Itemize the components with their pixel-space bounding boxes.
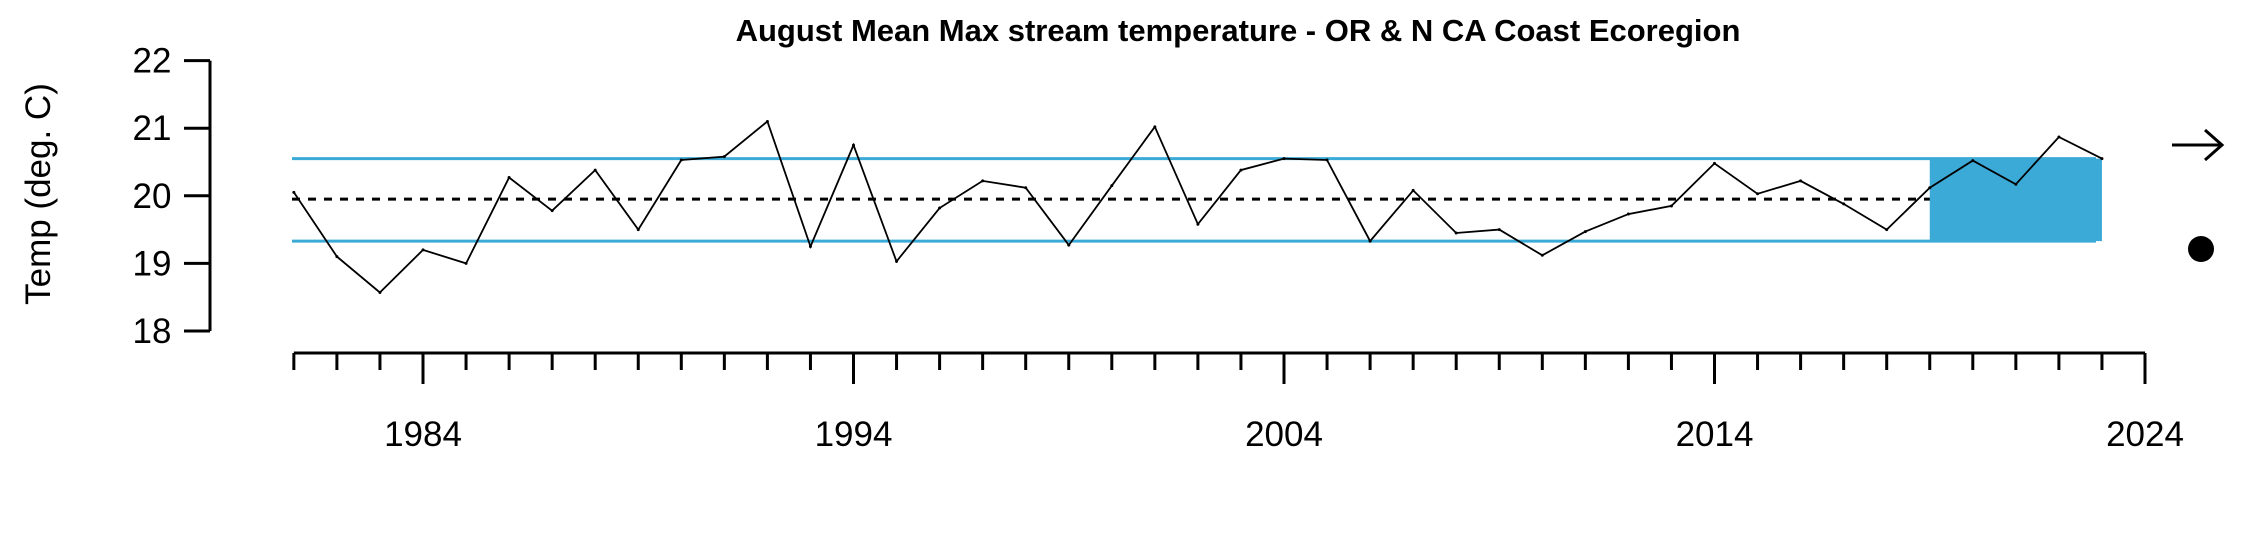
right-arrow-icon (2172, 128, 2225, 162)
data-point (1971, 159, 1975, 163)
data-point (464, 261, 468, 265)
data-point (1110, 184, 1114, 188)
y-tick-label: 18 (133, 312, 172, 351)
trend-indicators (2172, 128, 2225, 262)
data-point (2014, 182, 2018, 186)
data-point (1842, 202, 1846, 206)
data-point (852, 143, 855, 147)
data-point (2100, 157, 2104, 161)
data-point (1067, 243, 1071, 247)
data-point (1928, 186, 1932, 190)
data-point (1454, 231, 1458, 235)
chart-title: August Mean Max stream temperature - OR … (736, 13, 1741, 48)
data-point (981, 179, 985, 183)
data-point (1024, 186, 1028, 190)
data-point (1669, 204, 1673, 208)
data-point (1282, 157, 1286, 161)
data-point (1325, 158, 1329, 162)
data-point (1799, 179, 1803, 183)
data-point (679, 158, 683, 162)
data-point (2057, 135, 2061, 139)
data-point (636, 228, 640, 232)
data-point (1885, 228, 1889, 232)
data-point (1239, 168, 1243, 172)
data-point (1497, 228, 1501, 232)
y-axis-label: Temp (deg. C) (19, 83, 58, 305)
data-point (421, 248, 425, 252)
x-tick-label: 2024 (2106, 415, 2184, 454)
recent-period-highlight (1929, 158, 2102, 242)
y-tick-label: 22 (133, 42, 172, 81)
data-point (378, 290, 382, 294)
series-line (293, 119, 2103, 294)
y-tick-label: 21 (133, 109, 172, 148)
data-point (808, 245, 812, 248)
data-point (1583, 230, 1587, 234)
x-axis: 1984 1994 2004 2014 2024 (292, 351, 2184, 454)
data-point (1626, 212, 1630, 216)
data-point (895, 259, 899, 263)
data-point (1368, 239, 1372, 243)
x-tick-label: 1994 (815, 415, 893, 454)
x-tick-label: 1984 (384, 415, 462, 454)
data-point (335, 255, 339, 259)
x-tick-label: 2004 (1245, 415, 1323, 454)
highlight-rect (1929, 158, 2102, 242)
data-point (292, 190, 296, 194)
data-point (1713, 161, 1716, 165)
data-point (507, 176, 511, 180)
x-tick-label: 2014 (1676, 415, 1754, 454)
data-point (1411, 188, 1415, 192)
y-tick-label: 19 (133, 244, 172, 283)
data-point (593, 168, 597, 172)
y-axis: 18 19 20 21 22 (133, 42, 212, 351)
data-point (550, 209, 554, 213)
data-point (1196, 222, 1200, 226)
series (292, 119, 2104, 294)
y-tick-label: 20 (133, 177, 172, 216)
data-point (938, 206, 942, 210)
data-point (1153, 125, 1157, 129)
data-point (722, 155, 726, 159)
data-point (1756, 192, 1760, 196)
filled-circle-icon (2188, 236, 2214, 262)
reference-bands (292, 157, 2096, 243)
data-point (1540, 253, 1544, 257)
data-point (765, 119, 769, 123)
